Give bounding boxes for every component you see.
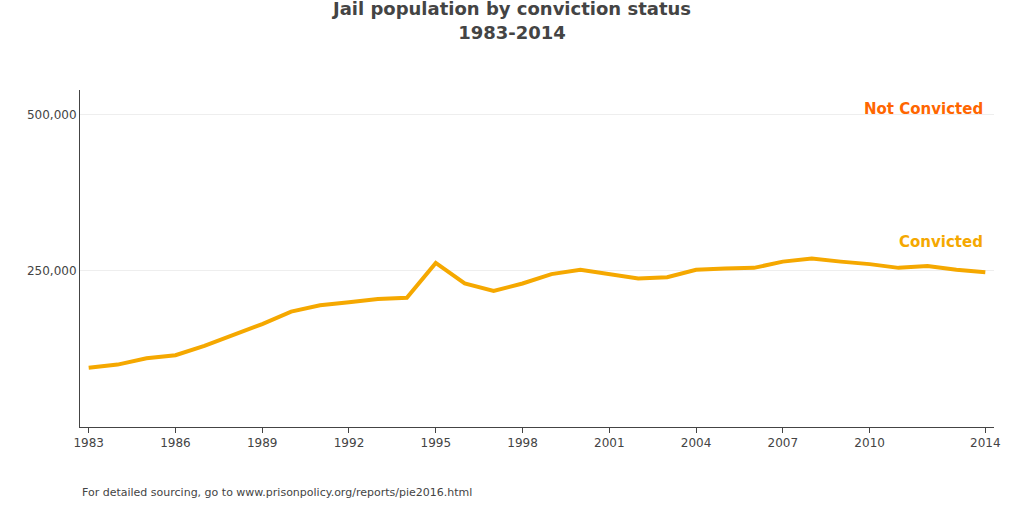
- svg-text:2007: 2007: [768, 436, 799, 450]
- svg-text:2014: 2014: [970, 436, 1001, 450]
- svg-text:Convicted: Convicted: [899, 233, 983, 251]
- svg-text:1998: 1998: [507, 436, 538, 450]
- svg-text:2010: 2010: [854, 436, 885, 450]
- svg-text:1995: 1995: [420, 436, 451, 450]
- svg-text:1989: 1989: [247, 436, 278, 450]
- svg-text:Not Convicted: Not Convicted: [864, 100, 983, 118]
- svg-text:2004: 2004: [681, 436, 712, 450]
- svg-text:500,000: 500,000: [27, 108, 77, 122]
- svg-text:2001: 2001: [594, 436, 625, 450]
- svg-text:For detailed sourcing, go to w: For detailed sourcing, go to www.prisonp…: [82, 486, 472, 499]
- svg-text:1992: 1992: [334, 436, 365, 450]
- svg-text:1983: 1983: [73, 436, 104, 450]
- svg-text:1986: 1986: [160, 436, 191, 450]
- svg-text:Jail population by conviction: Jail population by conviction status1983…: [331, 0, 691, 43]
- svg-text:250,000: 250,000: [27, 264, 77, 278]
